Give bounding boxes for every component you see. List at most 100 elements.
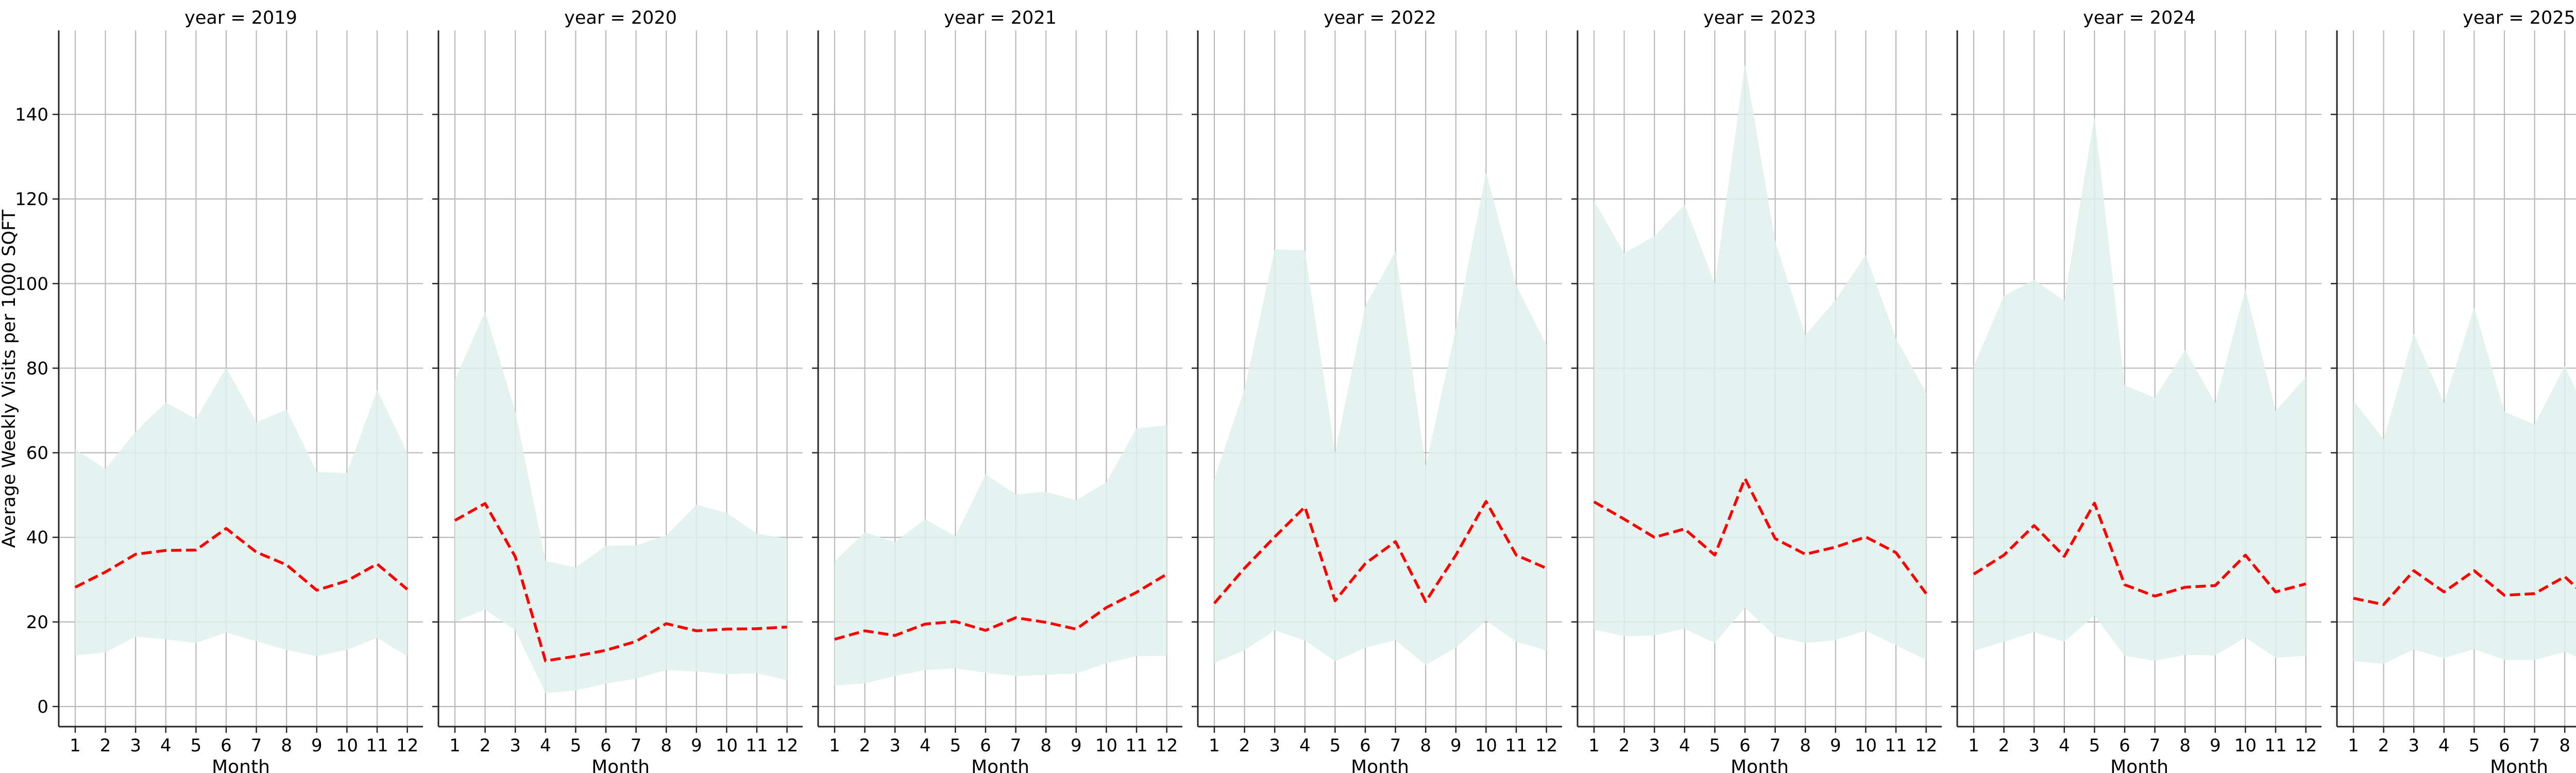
x-tick-label: 1	[829, 735, 840, 756]
median-line	[1593, 477, 1927, 595]
y-tick-label: 140	[15, 105, 48, 125]
median-line	[1973, 501, 2307, 598]
x-tick-label: 10	[716, 735, 738, 756]
x-tick-label: 3	[1269, 735, 1280, 756]
x-tick-label: 8	[2179, 735, 2191, 756]
x-tick-label: 2	[859, 735, 871, 756]
x-tick-label: 3	[1649, 735, 1660, 756]
x-tick-label: 4	[160, 735, 172, 756]
x-tick-label: 12	[1535, 735, 1557, 756]
x-tick-label: 3	[510, 735, 521, 756]
x-tick-label: 6	[2499, 735, 2510, 756]
x-tick-label: 3	[2408, 735, 2419, 756]
x-axis-label: Month	[591, 757, 650, 773]
x-tick-label: 8	[1040, 735, 1052, 756]
median-line	[74, 527, 409, 592]
y-tick-label: 40	[26, 528, 48, 548]
x-tick-label: 11	[1125, 735, 1147, 756]
x-tick-label: 4	[2059, 735, 2070, 756]
x-tick-label: 5	[1709, 735, 1721, 756]
x-tick-label: 4	[920, 735, 931, 756]
x-tick-label: 11	[1505, 735, 1527, 756]
x-tick-label: 6	[1739, 735, 1751, 756]
y-axis-label: Average Weekly Visits per 1000 SQFT	[0, 209, 20, 548]
x-tick-label: 11	[745, 735, 768, 756]
x-axis-label: Month	[2110, 757, 2168, 773]
x-tick-label: 8	[1420, 735, 1431, 756]
x-tick-label: 6	[600, 735, 612, 756]
x-tick-label: 2	[1239, 735, 1250, 756]
x-tick-label: 2	[2378, 735, 2389, 756]
percentile-band-area	[1594, 64, 1926, 660]
x-tick-label: 11	[2264, 735, 2286, 756]
x-axis-label: Month	[1731, 757, 1789, 773]
x-tick-label: 9	[2210, 735, 2221, 756]
x-tick-label: 7	[2149, 735, 2161, 756]
x-tick-label: 5	[570, 735, 582, 756]
x-tick-label: 4	[540, 735, 551, 756]
x-tick-label: 7	[251, 735, 262, 756]
x-tick-label: 2	[100, 735, 111, 756]
x-tick-label: 9	[691, 735, 702, 756]
x-tick-label: 8	[2559, 735, 2570, 756]
x-tick-label: 10	[336, 735, 358, 756]
x-tick-label: 2	[480, 735, 491, 756]
x-tick-label: 12	[396, 735, 418, 756]
x-tick-label: 8	[281, 735, 292, 756]
x-tick-label: 6	[2119, 735, 2130, 756]
x-tick-label: 10	[1855, 735, 1877, 756]
median-line	[834, 573, 1168, 641]
x-tick-label: 7	[1770, 735, 1781, 756]
x-tick-label: 9	[1830, 735, 1841, 756]
x-tick-label: 1	[449, 735, 461, 756]
x-tick-label: 11	[1885, 735, 1907, 756]
x-tick-label: 12	[1156, 735, 1178, 756]
panel-title: year = 2025	[2463, 8, 2575, 28]
x-tick-label: 9	[1450, 735, 1462, 756]
percentile-band-area	[2353, 307, 2576, 664]
x-tick-label: 7	[1010, 735, 1022, 756]
panel-title: year = 2024	[2083, 8, 2196, 28]
x-tick-label: 3	[889, 735, 901, 756]
x-tick-label: 12	[776, 735, 798, 756]
x-tick-label: 12	[1915, 735, 1937, 756]
median-line	[1213, 500, 1547, 604]
y-tick-label: 100	[15, 274, 48, 294]
y-tick-label: 0	[37, 697, 48, 717]
panel-title: year = 2022	[1324, 8, 1436, 28]
y-tick-label: 120	[15, 189, 48, 210]
percentile-band-area	[455, 311, 787, 693]
panel-title: year = 2019	[184, 8, 297, 28]
x-tick-label: 6	[221, 735, 232, 756]
percentile-band-area	[75, 367, 408, 657]
x-tick-label: 1	[2348, 735, 2359, 756]
panel-title: year = 2023	[1703, 8, 1816, 28]
y-tick-label: 20	[26, 612, 48, 633]
x-tick-label: 2	[1619, 735, 1630, 756]
x-tick-label: 5	[2089, 735, 2100, 756]
percentile-band-area	[1974, 116, 2306, 661]
x-tick-label: 5	[191, 735, 202, 756]
x-tick-label: 6	[980, 735, 991, 756]
median-line	[2353, 569, 2576, 606]
percentile-band-area	[835, 425, 1167, 686]
x-tick-label: 11	[366, 735, 388, 756]
x-tick-label: 4	[2438, 735, 2450, 756]
x-tick-label: 1	[1209, 735, 1220, 756]
x-tick-label: 6	[1360, 735, 1371, 756]
x-tick-label: 3	[2028, 735, 2040, 756]
x-tick-label: 8	[1800, 735, 1811, 756]
x-tick-label: 5	[1330, 735, 1341, 756]
x-tick-label: 12	[2295, 735, 2317, 756]
x-axis-label: Month	[212, 757, 270, 773]
x-tick-label: 9	[1071, 735, 1082, 756]
x-tick-label: 8	[660, 735, 672, 756]
x-tick-label: 5	[2469, 735, 2480, 756]
